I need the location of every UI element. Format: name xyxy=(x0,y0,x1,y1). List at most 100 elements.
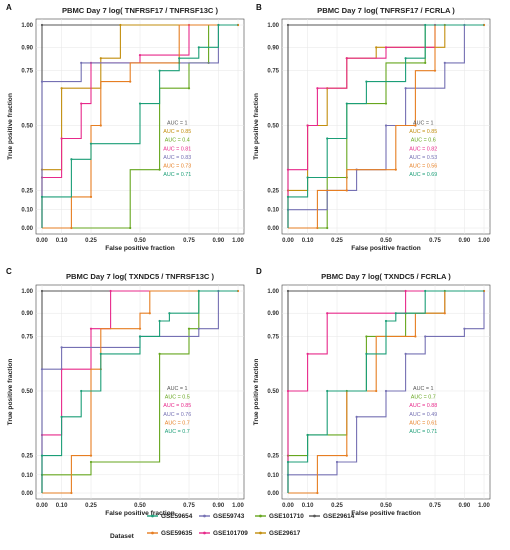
roc-point xyxy=(424,61,427,64)
roc-point xyxy=(40,80,44,83)
roc-point xyxy=(129,80,132,83)
roc-panel-b: B PBMC Day 7 log( TNFRSF17 / FCRLA )0.00 0… xyxy=(253,3,490,252)
x-axis-label: False positive fraction xyxy=(105,245,175,252)
x-tick-label: 0.90 xyxy=(459,238,471,244)
y-tick-label: 0.00 xyxy=(21,226,33,232)
x-tick-label: 0.50 xyxy=(134,238,146,244)
roc-point xyxy=(306,176,309,179)
auc-label: AUC = 0.71 xyxy=(163,172,191,178)
roc-point xyxy=(286,168,290,171)
roc-point xyxy=(99,57,102,60)
auc-label: AUC = 0.85 xyxy=(163,403,191,409)
chart-title: PBMC Day 7 log( TNFRSF17 / TNFRSF13C ) xyxy=(62,6,219,15)
roc-point xyxy=(326,226,329,230)
y-tick-label: 0.75 xyxy=(267,334,279,340)
roc-point xyxy=(99,124,102,127)
x-tick-label: 0.25 xyxy=(331,503,343,509)
legend-label: GSE29617 xyxy=(269,530,301,537)
roc-line-gse59743 xyxy=(287,291,485,493)
auc-label: AUC = 1 xyxy=(413,120,434,126)
roc-point xyxy=(326,389,329,393)
series-group xyxy=(40,289,240,495)
y-tick-label: 0.25 xyxy=(267,188,279,194)
roc-point xyxy=(217,23,220,27)
roc-point xyxy=(286,389,290,393)
roc-point xyxy=(365,335,368,338)
legend-swatch-point xyxy=(203,531,206,535)
legend-item-gse101709: GSE101709 xyxy=(199,530,248,537)
x-tick-label: 0.00 xyxy=(282,238,294,244)
roc-line-gse59635 xyxy=(42,290,238,494)
roc-point xyxy=(345,57,348,60)
roc-line-gse59635 xyxy=(42,24,238,229)
roc-point xyxy=(394,312,397,315)
auc-label: AUC = 0.83 xyxy=(163,155,191,161)
x-tick-label: 0.50 xyxy=(380,503,392,509)
roc-point xyxy=(187,327,191,330)
legend-swatch-point xyxy=(313,514,316,518)
y-tick-label: 0.50 xyxy=(267,389,279,395)
roc-point xyxy=(89,460,93,464)
roc-panel-d: D PBMC Day 7 log( TXNDC5 / FCRLA ) 0.00 0.1… xyxy=(253,267,490,517)
roc-point xyxy=(89,142,93,145)
x-tick-label: 0.50 xyxy=(380,238,392,244)
roc-point xyxy=(158,168,161,171)
legend-label: GSE101709 xyxy=(213,530,248,537)
roc-point xyxy=(286,23,290,27)
roc-point xyxy=(99,352,102,356)
auc-label: AUC = 0.7 xyxy=(165,420,190,426)
x-tick-label: 0.10 xyxy=(56,238,68,244)
legend-swatch-point xyxy=(259,514,262,518)
series-group xyxy=(40,23,240,230)
legend-label: GSE59743 xyxy=(213,513,245,520)
x-tick-label: 0.75 xyxy=(183,238,195,244)
roc-point xyxy=(70,491,73,495)
y-tick-label: 0.25 xyxy=(267,454,279,460)
y-tick-label: 0.90 xyxy=(267,45,279,51)
roc-point xyxy=(158,319,161,323)
roc-point xyxy=(316,491,319,495)
auc-label: AUC = 0.76 xyxy=(163,412,191,418)
auc-label: AUC = 0.69 xyxy=(409,172,437,178)
auc-label: AUC = 0.53 xyxy=(409,155,437,161)
y-tick-label: 0.10 xyxy=(21,473,33,479)
roc-point xyxy=(158,352,161,356)
legend-swatch-point xyxy=(151,531,154,535)
roc-point xyxy=(394,168,397,171)
x-axis-label: False positive fraction xyxy=(351,245,421,252)
roc-point xyxy=(443,61,446,64)
roc-line-gse101709 xyxy=(287,290,484,493)
auc-label: AUC = 0.61 xyxy=(409,420,437,426)
roc-line-gse59635 xyxy=(288,290,484,494)
roc-point xyxy=(40,23,44,27)
x-tick-label: 0.75 xyxy=(183,503,195,509)
roc-point xyxy=(138,54,142,57)
chart-title: PBMC Day 7 log( TXNDC5 / TNFRSF13C ) xyxy=(66,272,215,281)
x-tick-label: 0.50 xyxy=(134,503,146,509)
roc-point xyxy=(138,102,142,105)
legend-item-gse59654: GSE59654 xyxy=(147,513,193,520)
auc-label: AUC = 0.7 xyxy=(411,395,436,401)
auc-label: AUC = 1 xyxy=(167,120,188,126)
roc-point xyxy=(60,137,63,140)
roc-point xyxy=(414,124,417,127)
auc-label: AUC = 0.85 xyxy=(409,129,437,135)
x-axis-label: False positive fraction xyxy=(351,510,421,517)
x-tick-label: 1.00 xyxy=(478,238,490,244)
roc-point xyxy=(197,46,200,49)
roc-point xyxy=(384,46,388,49)
roc-point xyxy=(384,319,388,323)
roc-panel-c: C PBMC Day 7 log( TXNDC5 / TNFRSF13C ) 0.0… xyxy=(6,267,244,517)
roc-point xyxy=(158,69,161,72)
y-tick-label: 0.90 xyxy=(21,311,33,317)
roc-point xyxy=(40,195,44,198)
x-tick-label: 1.00 xyxy=(232,503,244,509)
x-tick-label: 0.25 xyxy=(85,238,97,244)
auc-label: AUC = 0.88 xyxy=(409,403,437,409)
roc-point xyxy=(40,368,44,371)
auc-label: AUC = 0.56 xyxy=(409,163,437,169)
roc-point xyxy=(109,289,112,293)
roc-point xyxy=(463,327,466,330)
auc-label: AUC = 0.49 xyxy=(409,412,437,418)
roc-point xyxy=(70,226,73,230)
